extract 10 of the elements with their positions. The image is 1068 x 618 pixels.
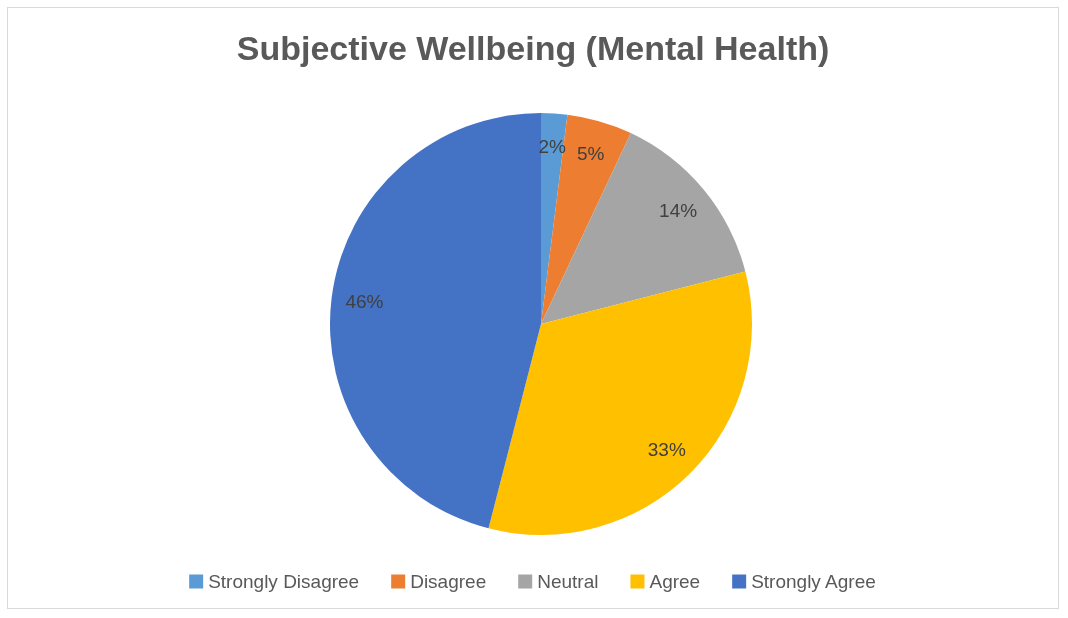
- legend-label: Disagree: [410, 571, 487, 592]
- data-label: 33%: [647, 439, 686, 461]
- data-label: 14%: [659, 200, 698, 222]
- legend-label: Agree: [649, 571, 701, 592]
- chart-title: Subjective Wellbeing (Mental Health): [236, 29, 830, 67]
- legend-label: Neutral: [537, 571, 599, 592]
- legend-label: Strongly Disagree: [208, 571, 360, 592]
- data-label: 5%: [576, 142, 605, 164]
- data-label: 46%: [345, 291, 384, 313]
- legend-label: Strongly Agree: [751, 571, 876, 592]
